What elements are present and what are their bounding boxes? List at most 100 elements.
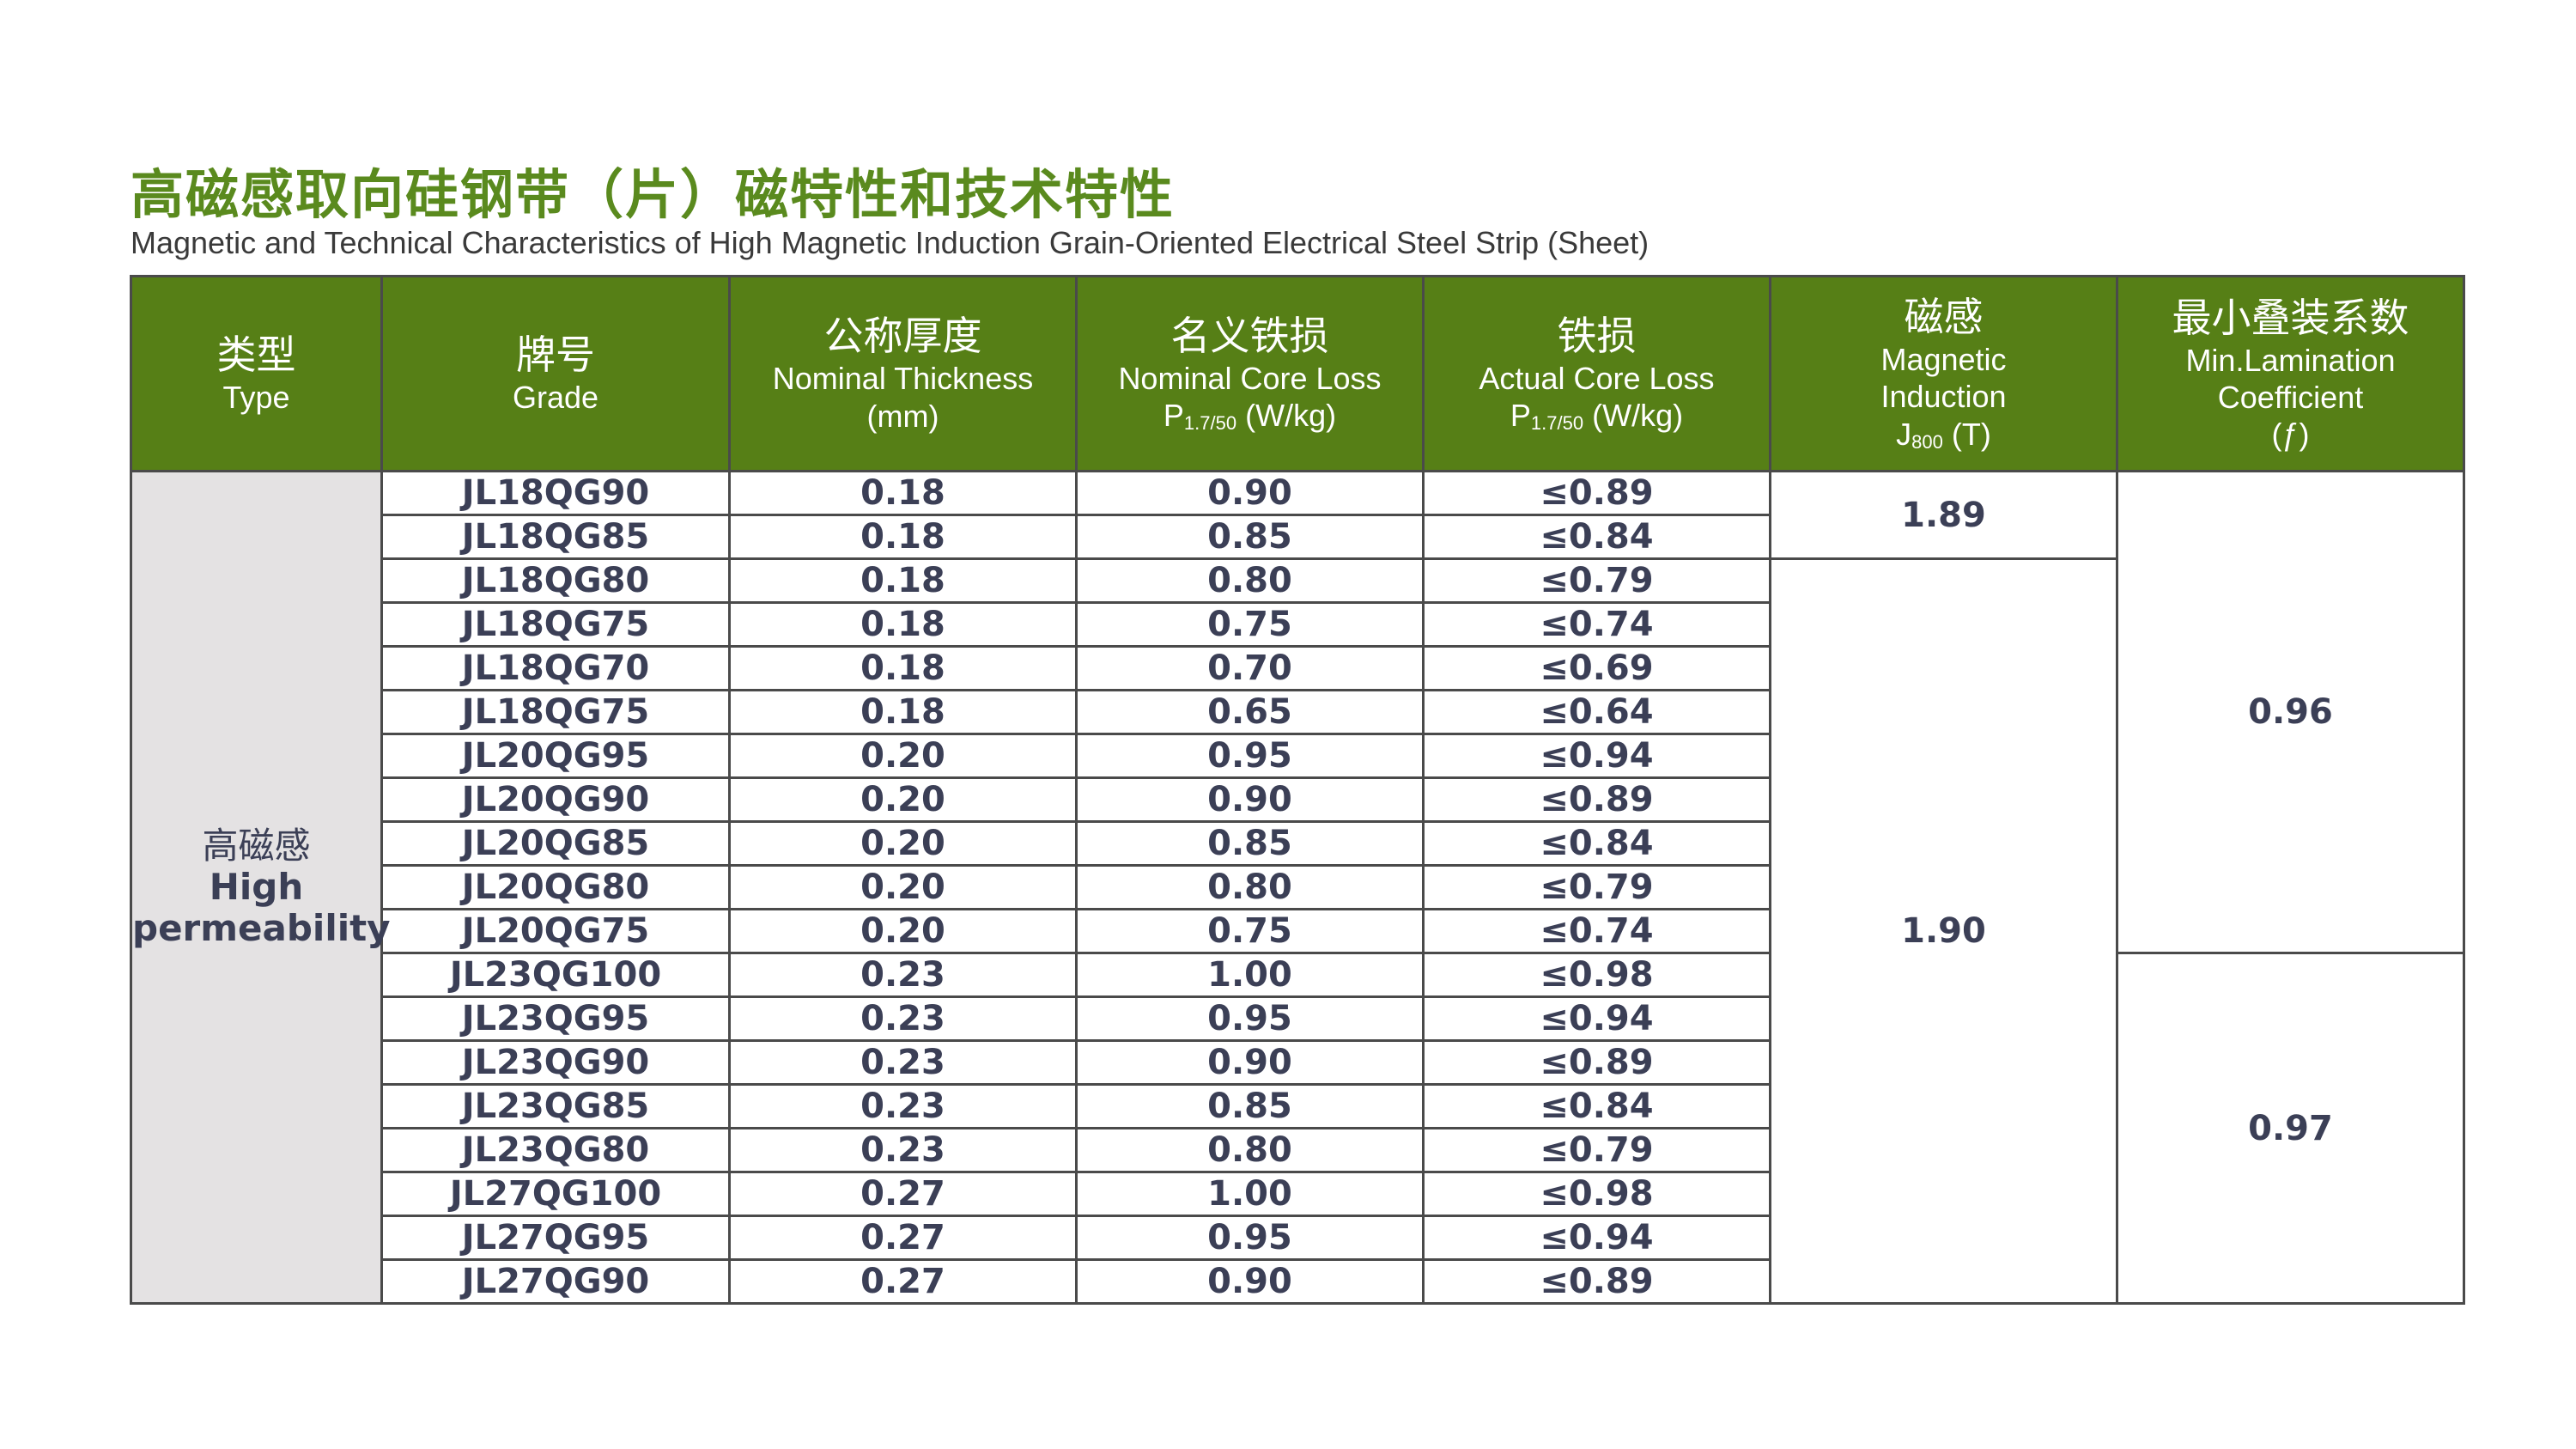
- thickness-cell: 0.27: [728, 1171, 1078, 1217]
- thickness-cell: 0.20: [728, 776, 1078, 823]
- header-nominal-loss: 名义铁损 Nominal Core Loss P1.7/50 (W/kg): [1075, 275, 1425, 472]
- nominal-loss-cell: 0.80: [1075, 864, 1425, 910]
- nominal-loss-cell: 0.90: [1075, 776, 1425, 823]
- grade-cell: JL20QG75: [380, 908, 731, 954]
- nominal-loss-cell: 1.00: [1075, 952, 1425, 998]
- actual-loss-cell: ≤0.89: [1422, 776, 1771, 823]
- grade-cell: JL20QG90: [380, 776, 731, 823]
- header-lamination-symbol: (ƒ): [2271, 417, 2310, 453]
- nominal-loss-cell: 0.65: [1075, 689, 1425, 735]
- type-en-line2: permeability: [132, 907, 391, 949]
- nominal-loss-cell: 0.95: [1075, 995, 1425, 1042]
- table-row: JL18QG70 0.18 0.70 ≤0.69: [131, 645, 2464, 691]
- grade-cell: JL20QG85: [380, 820, 731, 867]
- grade-cell: JL20QG80: [380, 864, 731, 910]
- grade-cell: JL27QG90: [380, 1258, 731, 1305]
- header-thickness-cn: 公称厚度: [823, 313, 982, 360]
- thickness-cell: 0.18: [728, 689, 1078, 735]
- nominal-loss-cell: 0.85: [1075, 820, 1425, 867]
- actual-loss-cell: ≤0.74: [1422, 908, 1771, 954]
- header-induction-cn: 磁感: [1904, 294, 1984, 341]
- induction-symbol: J: [1896, 416, 1912, 452]
- thickness-cell: 0.18: [728, 514, 1078, 560]
- thickness-cell: 0.18: [728, 470, 1078, 516]
- header-type-cn: 类型: [216, 331, 296, 378]
- thickness-cell: 0.23: [728, 995, 1078, 1042]
- table-row: JL23QG85 0.23 0.85 ≤0.84: [131, 1083, 2464, 1129]
- nominal-loss-cell: 0.75: [1075, 908, 1425, 954]
- induction-unit-text: (T): [1942, 416, 1991, 452]
- grade-cell: JL18QG70: [380, 645, 731, 691]
- table-row: JL20QG75 0.20 0.75 ≤0.74: [131, 908, 2464, 954]
- table-row: JL23QG90 0.23 0.90 ≤0.89: [131, 1039, 2464, 1086]
- page-subtitle: Magnetic and Technical Characteristics o…: [131, 225, 1649, 260]
- grade-cell: JL23QG95: [380, 995, 731, 1042]
- header-grade: 牌号 Grade: [380, 275, 731, 472]
- header-lamination-cn: 最小叠装系数: [2172, 294, 2409, 341]
- table-row: JL20QG95 0.20 0.95 ≤0.94: [131, 733, 2464, 779]
- lamination-cell: 0.97: [2116, 952, 2465, 1305]
- thickness-cell: 0.20: [728, 864, 1078, 910]
- actual-loss-cell: ≤0.84: [1422, 514, 1771, 560]
- header-type-en: Type: [222, 380, 290, 415]
- table-row: JL27QG100 0.27 1.00 ≤0.98: [131, 1171, 2464, 1217]
- grade-cell: JL20QG95: [380, 733, 731, 779]
- grade-cell: JL23QG80: [380, 1127, 731, 1173]
- actual-loss-cell: ≤0.89: [1422, 1258, 1771, 1305]
- actual-loss-symbol: P: [1510, 397, 1531, 433]
- induction-cell: 1.89: [1769, 470, 2118, 560]
- nominal-loss-cell: 0.90: [1075, 1039, 1425, 1086]
- actual-loss-cell: ≤0.64: [1422, 689, 1771, 735]
- header-nominal-loss-unit: P1.7/50 (W/kg): [1078, 397, 1422, 435]
- nominal-loss-cell: 0.90: [1075, 1258, 1425, 1305]
- thickness-cell: 0.18: [728, 645, 1078, 691]
- header-lamination-en1: Min.Lamination: [2185, 342, 2396, 378]
- table-row: JL27QG95 0.27 0.95 ≤0.94: [131, 1215, 2464, 1261]
- table-row: JL18QG75 0.18 0.65 ≤0.64: [131, 689, 2464, 735]
- actual-loss-cell: ≤0.89: [1422, 1039, 1771, 1086]
- thickness-cell: 0.23: [728, 1083, 1078, 1129]
- table-row: JL18QG75 0.18 0.75 ≤0.74: [131, 601, 2464, 648]
- grade-cell: JL27QG100: [380, 1171, 731, 1217]
- actual-loss-cell: ≤0.98: [1422, 1171, 1771, 1217]
- nominal-loss-cell: 1.00: [1075, 1171, 1425, 1217]
- nominal-loss-unit-text: (W/kg): [1236, 397, 1337, 433]
- table-row: JL23QG80 0.23 0.80 ≤0.79: [131, 1127, 2464, 1173]
- actual-loss-cell: ≤0.69: [1422, 645, 1771, 691]
- actual-loss-cell: ≤0.74: [1422, 601, 1771, 648]
- nominal-loss-cell: 0.80: [1075, 557, 1425, 604]
- thickness-cell: 0.23: [728, 1039, 1078, 1086]
- table-row: 高磁感 High permeability JL18QG90 0.18 0.90 ≤0.89…: [130, 470, 2465, 1305]
- nominal-loss-cell: 0.70: [1075, 645, 1425, 691]
- nominal-loss-cell: 0.90: [1075, 470, 1425, 516]
- actual-loss-cell: ≤0.94: [1422, 733, 1771, 779]
- header-thickness-en: Nominal Thickness: [772, 361, 1034, 397]
- header-thickness: 公称厚度 Nominal Thickness (mm): [728, 275, 1078, 472]
- header-thickness-unit: (mm): [866, 398, 939, 434]
- header-lamination-en2: Coefficient: [2217, 380, 2364, 415]
- table-row: JL20QG90 0.20 0.90 ≤0.89: [131, 776, 2464, 823]
- thickness-cell: 0.23: [728, 952, 1078, 998]
- type-cell: 高磁感 High permeability: [130, 470, 391, 1305]
- header-lamination: 最小叠装系数 Min.Lamination Coefficient (ƒ): [2116, 275, 2465, 472]
- header-actual-loss: 铁损 Actual Core Loss P1.7/50 (W/kg): [1422, 275, 1771, 472]
- grade-cell: JL27QG95: [380, 1215, 731, 1261]
- table-row: JL20QG85 0.20 0.85 ≤0.84: [131, 820, 2464, 867]
- thickness-cell: 0.18: [728, 557, 1078, 604]
- actual-loss-cell: ≤0.98: [1422, 952, 1771, 998]
- induction-cell: 1.90: [1769, 557, 2118, 1305]
- header-actual-loss-cn: 铁损: [1557, 312, 1637, 359]
- nominal-loss-cell: 0.75: [1075, 601, 1425, 648]
- grade-cell: JL23QG100: [380, 952, 731, 998]
- thickness-cell: 0.23: [728, 1127, 1078, 1173]
- header-induction-unit: J800 (T): [1771, 416, 2116, 454]
- header-grade-en: Grade: [512, 380, 599, 415]
- grade-cell: JL23QG85: [380, 1083, 731, 1129]
- table-row: JL23QG100 0.23 1.00 ≤0.98 0.97: [131, 952, 2465, 1305]
- table-row: JL27QG90 0.27 0.90 ≤0.89: [131, 1258, 2464, 1305]
- actual-loss-cell: ≤0.79: [1422, 557, 1771, 604]
- type-en-line1: High: [209, 866, 304, 908]
- lamination-cell: 0.96: [2116, 470, 2465, 954]
- grade-cell: JL18QG90: [380, 470, 731, 516]
- table-body: 高磁感 High permeability JL18QG90 0.18 0.90 ≤0.89…: [130, 470, 2465, 1305]
